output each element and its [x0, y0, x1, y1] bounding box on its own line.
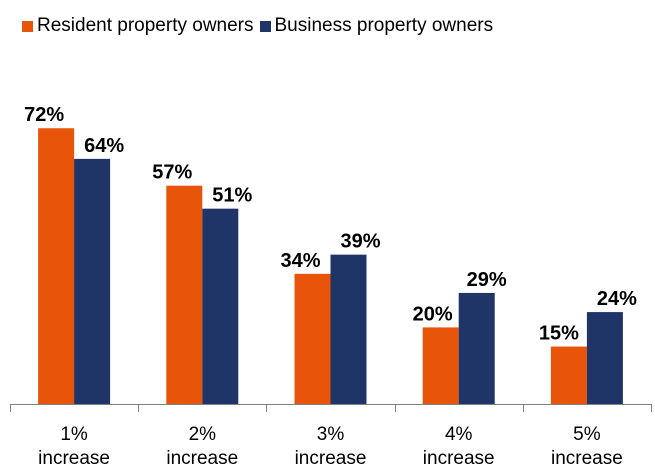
data-label-business-5: 24% — [597, 288, 637, 310]
bar-business-3 — [331, 255, 367, 404]
data-label-resident-1: 72% — [24, 104, 64, 126]
data-label-resident-5: 15% — [539, 323, 579, 345]
category-label-5: 5% increase — [551, 424, 623, 469]
category-label-1: 1% increase — [38, 424, 110, 469]
bar-resident-2 — [166, 186, 202, 404]
data-label-business-4: 29% — [467, 269, 507, 291]
category-label-2: 2% increase — [166, 424, 238, 469]
data-label-business-3: 39% — [340, 231, 380, 253]
bar-resident-5 — [551, 347, 587, 404]
bar-resident-4 — [423, 327, 459, 404]
data-label-resident-4: 20% — [413, 303, 453, 325]
category-label-3: 3% increase — [295, 424, 367, 469]
bar-business-2 — [202, 209, 238, 404]
category-label-4: 4% increase — [423, 424, 495, 469]
bar-resident-1 — [38, 128, 74, 404]
bar-business-1 — [74, 159, 110, 404]
bar-business-4 — [459, 293, 495, 404]
bar-business-5 — [587, 312, 623, 404]
data-label-resident-3: 34% — [280, 250, 320, 272]
data-label-resident-2: 57% — [152, 162, 192, 184]
bar-resident-3 — [295, 274, 331, 404]
data-label-business-2: 51% — [212, 185, 252, 207]
data-label-business-1: 64% — [84, 135, 124, 157]
